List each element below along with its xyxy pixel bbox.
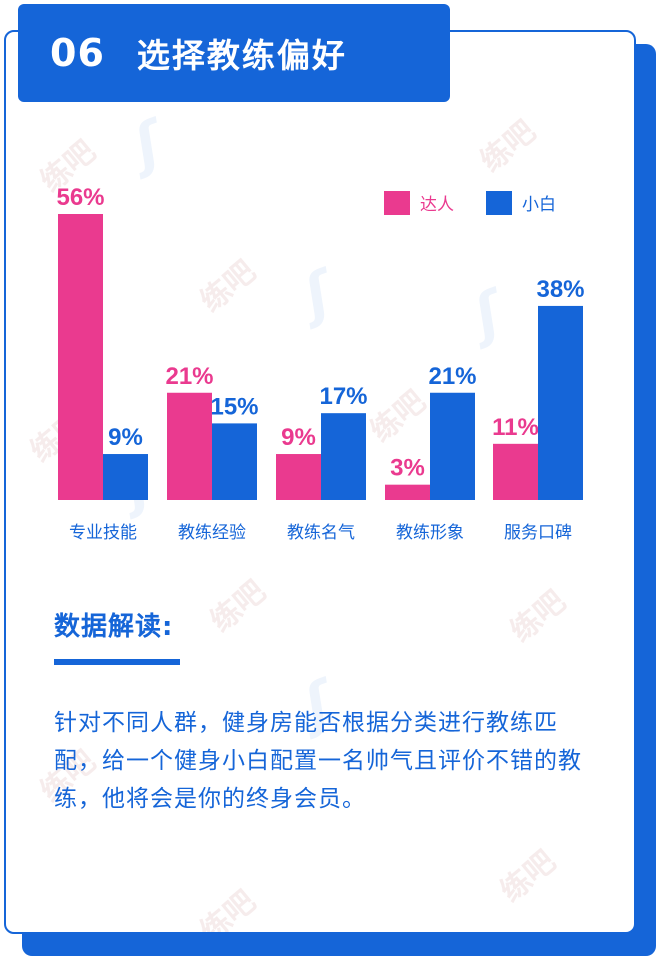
data-label-xiaobai-3: 17%	[319, 383, 367, 410]
bar-xiaobai-1	[103, 454, 148, 500]
bar-chart: 56%9%专业技能21%15%教练经验9%17%教练名气3%21%教练形象11%…	[56, 184, 584, 543]
bar-xiaobai-3	[321, 413, 366, 500]
data-label-xiaobai-4: 21%	[428, 363, 476, 390]
bar-xiaobai-2	[212, 423, 257, 500]
category-label-5: 服务口碑	[504, 523, 572, 543]
interpretation-title: 数据解读:	[54, 612, 174, 642]
data-label-xiaobai-5: 38%	[536, 276, 584, 303]
bar-daren-1	[58, 214, 103, 500]
data-label-daren-1: 56%	[56, 184, 104, 211]
bar-daren-2	[167, 392, 212, 500]
data-label-xiaobai-2: 15%	[210, 393, 258, 420]
category-label-3: 教练名气	[287, 523, 355, 543]
bar-xiaobai-4	[430, 392, 475, 500]
section-header: 06 选择教练偏好	[18, 4, 450, 102]
bar-daren-4	[385, 484, 430, 500]
legend-swatch-daren	[384, 190, 410, 215]
category-label-1: 专业技能	[69, 523, 137, 543]
data-label-daren-2: 21%	[165, 363, 213, 390]
bar-daren-3	[276, 454, 321, 500]
category-label-4: 教练形象	[396, 523, 464, 543]
data-label-daren-5: 11%	[492, 414, 539, 441]
bar-daren-5	[493, 443, 538, 500]
legend-label-xiaobai: 小白	[522, 195, 556, 215]
legend-label-daren: 达人	[420, 195, 454, 215]
watermark: 练吧	[194, 883, 263, 934]
chart-legend: 达人 小白	[384, 190, 588, 215]
legend-swatch-xiaobai	[486, 190, 512, 215]
section-title: 选择教练偏好	[136, 36, 347, 75]
interpretation-divider	[54, 659, 180, 665]
watermark: 练吧	[494, 843, 563, 910]
data-label-daren-4: 3%	[390, 455, 425, 482]
section-number: 06	[50, 31, 105, 75]
interpretation-text: 针对不同人群，健身房能否根据分类进行教练匹配，给一个健身小白配置一名帅气且评价不…	[54, 710, 582, 812]
data-label-daren-3: 9%	[281, 424, 316, 451]
data-label-xiaobai-1: 9%	[108, 424, 143, 451]
category-label-2: 教练经验	[178, 523, 246, 543]
bar-xiaobai-5	[538, 305, 583, 500]
